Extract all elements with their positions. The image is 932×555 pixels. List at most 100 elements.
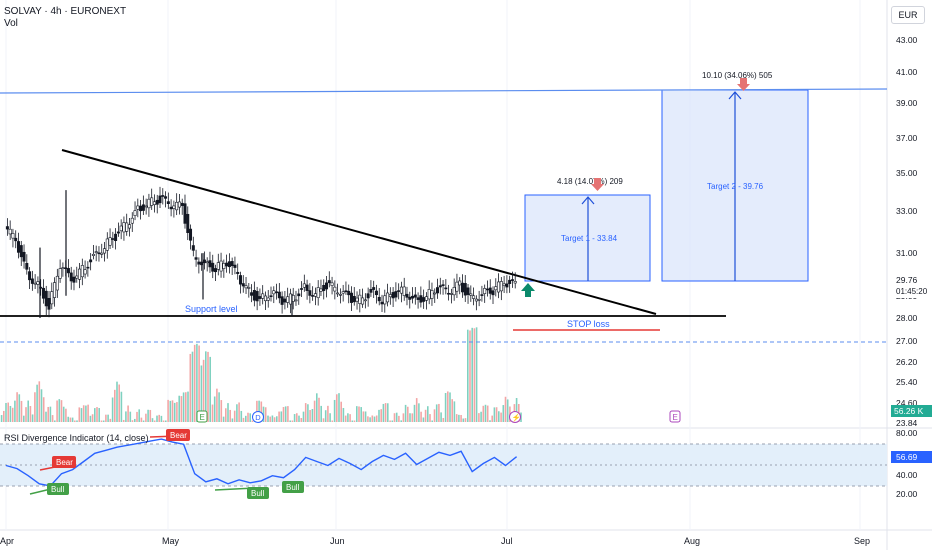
volume-legend[interactable]: Vol — [4, 18, 18, 29]
candle-body — [325, 282, 329, 290]
volume-bar — [207, 351, 209, 422]
volume-bar — [336, 394, 338, 422]
volume-bar — [500, 412, 502, 422]
volume-bar — [94, 408, 96, 422]
candle-body — [105, 238, 109, 251]
volume-bar — [471, 327, 473, 422]
descending-trendline[interactable] — [61, 149, 657, 315]
candle-body — [408, 296, 412, 300]
bear-badge-2 — [166, 429, 190, 441]
candle-body — [177, 201, 181, 208]
volume-bar — [153, 420, 156, 422]
volume-bar — [413, 404, 416, 422]
split-marker[interactable] — [509, 411, 521, 423]
currency-button[interactable]: EUR — [891, 6, 925, 24]
candle-body — [186, 213, 190, 233]
volume-bar — [180, 396, 183, 422]
target2-measure-label: 10.10 (34.06%) 505 — [702, 71, 773, 80]
volume-bar — [307, 404, 309, 422]
time-axis[interactable]: Apr May Jun Jul Aug Sep — [0, 536, 870, 546]
candle-body — [302, 283, 306, 288]
volume-bar — [9, 405, 12, 422]
candle-body — [180, 202, 184, 206]
volume-bar — [205, 351, 207, 422]
candle-body — [485, 288, 489, 291]
volume-bar — [16, 392, 18, 422]
candle-body — [233, 264, 237, 268]
volume-bar — [116, 381, 118, 422]
target-boxes[interactable] — [524, 89, 809, 282]
symbol-title[interactable]: SOLVAY · 4h · EURONEXT — [4, 6, 127, 17]
volume-bar — [300, 417, 303, 422]
rsi-tick-label: 40.00 — [896, 470, 918, 480]
price-tick-label: 26.20 — [896, 357, 918, 367]
candle-body — [391, 292, 395, 299]
candle-body — [380, 301, 384, 305]
volume-bar — [433, 409, 436, 422]
candle-body — [269, 295, 273, 298]
candle-body — [19, 245, 23, 258]
divergence-labels: Bear Bear Bull Bull Bull — [47, 429, 304, 499]
candle-body — [422, 297, 426, 302]
volume-bar — [51, 415, 54, 422]
future-earnings-marker[interactable] — [669, 410, 681, 423]
price-tick-label: 27.00 — [896, 336, 918, 346]
volume-bar — [449, 392, 451, 422]
volume-bar — [36, 384, 38, 422]
candle-body — [508, 279, 512, 284]
candle-body — [455, 281, 459, 292]
candle-body — [460, 282, 464, 293]
event-markers[interactable]: E D ⚡ E — [196, 410, 681, 423]
candle-body — [247, 287, 251, 289]
volume-bar — [455, 414, 458, 422]
candle-body — [28, 271, 32, 281]
volume-bar — [145, 413, 147, 422]
candle-body — [313, 293, 317, 297]
volume-bar — [198, 345, 200, 422]
volume-bar — [358, 406, 360, 422]
candle-body — [402, 286, 406, 296]
candle-body — [413, 294, 417, 298]
volume-bar — [162, 420, 165, 422]
volume-bars — [0, 327, 522, 422]
support-level-label: Support level — [185, 304, 238, 314]
candle-body — [222, 263, 226, 269]
volume-bar — [291, 420, 294, 422]
rsi-value: 56.69 — [896, 452, 918, 462]
candle-body — [505, 283, 509, 288]
rsi-panel — [0, 435, 887, 495]
volume-bar — [267, 415, 269, 422]
candle-body — [194, 257, 198, 260]
volume-bar — [27, 400, 29, 422]
time-tick-label: Jul — [501, 536, 513, 546]
candle-body — [5, 226, 9, 230]
earnings-marker[interactable] — [196, 410, 208, 423]
candle-body — [94, 251, 98, 253]
volume-bar — [342, 407, 345, 422]
volume-bar — [76, 420, 78, 422]
candle-body — [374, 290, 378, 296]
candle-body — [175, 201, 179, 211]
volume-bar — [58, 399, 61, 422]
candle-body — [266, 297, 270, 301]
candle-body — [369, 288, 373, 293]
candle-body — [33, 282, 37, 285]
volume-bar — [484, 404, 487, 422]
drawing-lines[interactable] — [0, 88, 888, 343]
dividend-marker[interactable] — [252, 411, 264, 423]
candle-body — [72, 276, 76, 283]
volume-bar — [504, 396, 507, 422]
earnings-icon: E — [200, 413, 205, 422]
candle-body — [399, 286, 403, 294]
volume-bar — [247, 412, 249, 422]
price-axis[interactable]: 43.0041.0039.0037.0035.0033.0031.0030.00… — [896, 35, 918, 428]
resistance-line[interactable] — [0, 88, 888, 94]
volume-bar — [296, 413, 298, 422]
candle-body — [125, 222, 129, 232]
chart-labels: Support level STOP loss Target 1 - 33.84… — [185, 71, 773, 329]
volume-bar — [220, 400, 223, 422]
candle-body — [458, 280, 462, 286]
volume-bar — [23, 415, 25, 422]
candle-body — [244, 285, 248, 289]
